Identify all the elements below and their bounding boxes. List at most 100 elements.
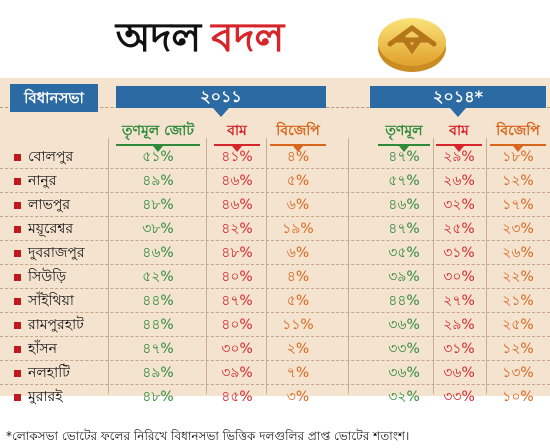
year-2011-label: ২০১১ [200, 87, 242, 106]
constituency-label: নলহাটি [28, 365, 70, 381]
cell-left-2011: ৪৭% [221, 293, 253, 309]
cell-tmc-2014: ৪৪% [388, 293, 420, 309]
title-part-1: অদল [115, 15, 202, 61]
constituency-label: সাঁইথিয়া [28, 293, 74, 309]
constituency-name: বোলপুর [14, 145, 73, 169]
column-divider [206, 138, 207, 394]
cell-bjp-2014: ২৬% [502, 245, 534, 261]
col-2011-bjp-label: বিজেপি [276, 123, 320, 139]
row-divider [0, 384, 550, 385]
bullet-square-icon [14, 225, 21, 233]
col-2014-tmc-label: তৃণমূল [385, 123, 423, 139]
row-divider [0, 240, 550, 241]
cell-left-2014: ২৭% [443, 293, 475, 309]
cell-tmc-2014: ৩৬% [388, 365, 420, 381]
constituency-name: ময়ূরেশ্বর [14, 217, 73, 241]
table-row: মুরারই ৪৮% ৪৫% ৩% ৩২% ৩৩% ১০% [0, 385, 550, 409]
column-divider [266, 138, 267, 394]
cell-bjp-2014: ২২% [502, 269, 534, 285]
cell-left-2014: ৩২% [443, 197, 475, 213]
cell-tmc-2011: ৪৯% [142, 365, 174, 381]
cell-bjp-2014: ২৫% [502, 317, 534, 333]
column-divider [348, 138, 349, 394]
cell-bjp-2014: ১২% [502, 173, 534, 189]
cell-bjp-2011: ৫% [286, 293, 310, 309]
constituency-name: সিউড়ি [14, 265, 66, 289]
cell-bjp-2014: ১২% [502, 341, 534, 357]
title-part-2: বদল [211, 15, 285, 61]
constituency-label: মুরারই [28, 389, 63, 405]
cell-left-2011: ৩০% [221, 341, 253, 357]
cell-bjp-2011: ৪% [286, 269, 310, 285]
cell-tmc-2014: ৩৩% [388, 341, 420, 357]
cell-bjp-2014: ১৮% [502, 149, 534, 165]
column-divider [486, 138, 487, 394]
constituency-header: বিধানসভা [10, 84, 98, 112]
bullet-square-icon [14, 177, 21, 185]
cell-tmc-2011: ৪৪% [142, 293, 174, 309]
bullet-square-icon [14, 153, 21, 161]
cell-bjp-2011: ৪% [286, 149, 310, 165]
constituency-label: ময়ূরেশ্বর [28, 221, 74, 237]
col-2011-left: বাম [214, 120, 260, 152]
table-row: ময়ূরেশ্বর ৩৮% ৪২% ১৯% ৪৭% ২৫% ২৩% [0, 217, 550, 241]
row-divider [0, 192, 550, 193]
cell-tmc-2011: ৪৮% [142, 197, 174, 213]
row-divider [0, 312, 550, 313]
bullet-square-icon [14, 345, 21, 353]
cell-left-2011: ৪৮% [221, 245, 253, 261]
table-row: নানুর ৪৯% ৪৬% ৫% ৫৭% ২৬% ১২% [0, 169, 550, 193]
cell-bjp-2011: ৬% [286, 197, 310, 213]
col-2011-tmc-label: তৃণমূল জোট [122, 123, 194, 139]
constituency-label: বোলপুর [28, 149, 74, 165]
table-row: রামপুরহাট ৪৪% ৪০% ১১% ৩৬% ২৯% ২৫% [0, 313, 550, 337]
cell-tmc-2014: ৫৭% [388, 173, 420, 189]
cell-bjp-2011: ৬% [286, 245, 310, 261]
row-divider [0, 264, 550, 265]
year-2011-header: ২০১১ [116, 86, 326, 108]
col-2011-tmc: তৃণমূল জোট [116, 120, 200, 152]
col-2011-bjp: বিজেপি [270, 120, 326, 152]
table-row: নলহাটি ৪৯% ৩৯% ৭% ৩৬% ৩৬% ১৩% [0, 361, 550, 385]
constituency-name: দুবরাজপুর [14, 241, 85, 265]
cell-left-2014: ২৯% [443, 317, 475, 333]
constituency-label: দুবরাজপুর [28, 245, 85, 261]
cell-left-2014: ২৫% [443, 221, 475, 237]
cell-tmc-2011: ৪৭% [142, 341, 174, 357]
cell-tmc-2014: ৩৫% [388, 245, 420, 261]
cell-left-2011: ৪০% [221, 317, 253, 333]
cell-left-2014: ২৯% [443, 149, 475, 165]
cell-left-2011: ৪৬% [221, 173, 253, 189]
constituency-label: রামপুরহাট [28, 317, 84, 333]
table-row: দুবরাজপুর ৪৬% ৪৮% ৬% ৩৫% ৩১% ২৬% [0, 241, 550, 265]
table-band [0, 78, 550, 396]
cell-left-2014: ৩৩% [443, 389, 475, 405]
cell-left-2011: ৪১% [221, 149, 253, 165]
cell-bjp-2014: ২৩% [502, 221, 534, 237]
constituency-name: রামপুরহাট [14, 313, 84, 337]
footnote: *লোকসভা ভোটের ফলের নিরিখে বিধানসভা ভিত্ত… [6, 429, 410, 443]
year-2014-header: ২০১৪* [370, 86, 546, 108]
cell-bjp-2014: ১৭% [502, 197, 534, 213]
cell-left-2011: ৩৯% [221, 365, 253, 381]
cell-left-2014: ২৬% [443, 173, 475, 189]
ballot-logo-icon [378, 18, 446, 72]
col-2011-left-label: বাম [227, 123, 247, 139]
cell-bjp-2011: ১৯% [282, 221, 314, 237]
cell-left-2014: ৩০% [443, 269, 475, 285]
constituency-name: হাঁসন [14, 337, 57, 361]
constituency-name: নানুর [14, 169, 56, 193]
table-row: লাভপুর ৪৮% ৪৬% ৬% ৪৬% ৩২% ১৭% [0, 193, 550, 217]
year-2011-pointer [213, 108, 229, 117]
col-2014-bjp: বিজেপি [490, 120, 546, 152]
cell-left-2014: ৩১% [443, 245, 475, 261]
cell-tmc-2011: ৫২% [142, 269, 174, 285]
bullet-square-icon [14, 393, 21, 401]
cell-bjp-2014: ১০% [502, 389, 534, 405]
cell-tmc-2011: ৪৪% [142, 317, 174, 333]
table-row: বোলপুর ৫১% ৪১% ৪% ৪৭% ২৯% ১৮% [0, 145, 550, 169]
cell-tmc-2014: ৪৭% [388, 221, 420, 237]
column-divider [433, 138, 434, 394]
constituency-name: মুরারই [14, 385, 63, 409]
cell-tmc-2014: ৪৭% [388, 149, 420, 165]
